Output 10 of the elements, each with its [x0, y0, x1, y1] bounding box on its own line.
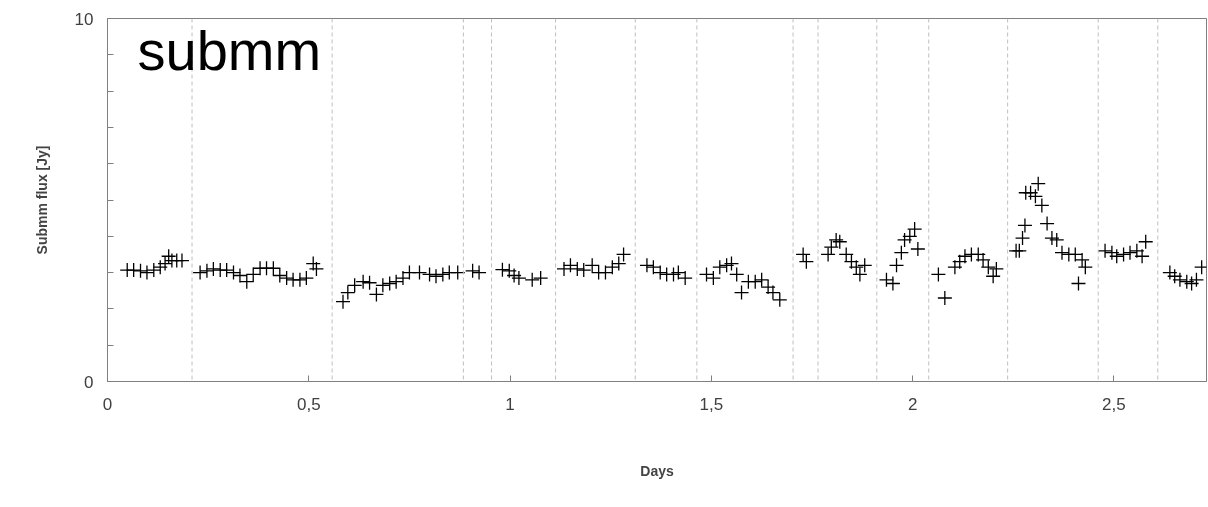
- x-tick-label: 1: [505, 394, 515, 414]
- annotation: submm: [137, 18, 322, 82]
- x-tick-label: 0: [102, 394, 113, 414]
- x-tick-label: 0,5: [296, 394, 321, 414]
- x-tick-label: 2,5: [1102, 394, 1126, 414]
- x-tick-label: 2: [907, 394, 918, 414]
- x-axis-title: Days: [640, 462, 674, 479]
- y-axis-title: Submm flux [Jy]: [33, 145, 50, 255]
- x-tick-label: 1,5: [699, 394, 724, 414]
- y-tick-label: 10: [74, 9, 94, 29]
